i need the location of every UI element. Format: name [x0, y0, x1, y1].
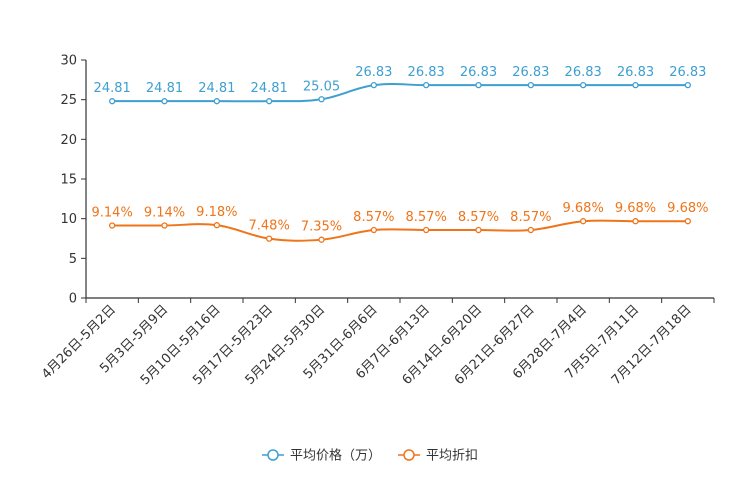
legend-item[interactable]: 平均折扣	[398, 449, 478, 464]
data-point[interactable]	[266, 98, 273, 105]
data-point[interactable]	[527, 226, 534, 234]
data-label: 24.81	[251, 81, 288, 96]
data-point[interactable]	[684, 218, 691, 225]
data-point[interactable]	[318, 96, 325, 103]
series-line	[112, 219, 688, 242]
data-point[interactable]	[109, 222, 116, 229]
data-label: 9.68%	[615, 201, 656, 216]
y-tick-label: 30	[60, 54, 77, 69]
data-point[interactable]	[161, 98, 168, 105]
data-label: 9.14%	[144, 205, 185, 220]
data-point[interactable]	[423, 81, 430, 89]
data-label: 8.57%	[458, 210, 499, 225]
data-label: 7.48%	[249, 219, 290, 234]
y-tick-label: 15	[60, 173, 77, 188]
data-label: 8.57%	[353, 210, 394, 225]
legend-label: 平均价格（万）	[290, 448, 381, 464]
chart-legend[interactable]: 平均价格（万） 平均折扣	[262, 448, 478, 464]
data-label: 26.83	[669, 65, 706, 80]
data-point[interactable]	[632, 218, 639, 225]
series-line	[112, 83, 688, 103]
legend-marker-icon	[403, 449, 415, 461]
data-point[interactable]	[580, 218, 587, 225]
data-point[interactable]	[475, 226, 482, 234]
data-label: 26.83	[565, 65, 602, 80]
data-label: 25.05	[303, 79, 340, 94]
y-tick-label: 25	[60, 93, 77, 108]
y-tick-label: 0	[69, 292, 77, 307]
data-label: 7.35%	[301, 220, 342, 235]
data-point[interactable]	[370, 81, 377, 89]
data-label: 9.68%	[563, 201, 604, 216]
y-tick-label: 10	[60, 212, 77, 227]
data-point[interactable]	[684, 81, 691, 89]
data-label: 9.68%	[667, 201, 708, 216]
data-label: 24.81	[146, 81, 183, 96]
data-label: 26.83	[617, 65, 654, 80]
data-point[interactable]	[632, 81, 639, 89]
data-label: 26.83	[355, 65, 392, 80]
data-point[interactable]	[475, 81, 482, 89]
data-label: 24.81	[198, 81, 235, 96]
data-label: 24.81	[94, 81, 131, 96]
data-label: 9.14%	[92, 205, 133, 220]
y-tick-label: 20	[60, 133, 77, 148]
legend-marker-icon	[267, 449, 279, 461]
chart-series: 24.81 24.81 24.81 24.81 25.05 26.83 26.83 26.83…	[92, 65, 708, 243]
data-point[interactable]	[527, 81, 534, 89]
data-point[interactable]	[266, 235, 273, 242]
y-tick-label: 5	[69, 252, 77, 267]
data-label: 26.83	[408, 65, 445, 80]
data-point[interactable]	[213, 222, 220, 229]
data-label: 8.57%	[406, 210, 447, 225]
data-point[interactable]	[161, 222, 168, 229]
data-point[interactable]	[213, 98, 220, 105]
data-label: 8.57%	[510, 210, 551, 225]
data-point[interactable]	[109, 98, 116, 105]
legend-label: 平均折扣	[426, 449, 478, 464]
legend-item[interactable]: 平均价格（万）	[262, 448, 381, 464]
data-label: 26.83	[460, 65, 497, 80]
data-label: 26.83	[512, 65, 549, 80]
data-point[interactable]	[423, 226, 430, 234]
data-point[interactable]	[370, 226, 377, 234]
data-point[interactable]	[580, 81, 587, 89]
data-label: 9.18%	[196, 205, 237, 220]
data-point[interactable]	[318, 236, 325, 243]
